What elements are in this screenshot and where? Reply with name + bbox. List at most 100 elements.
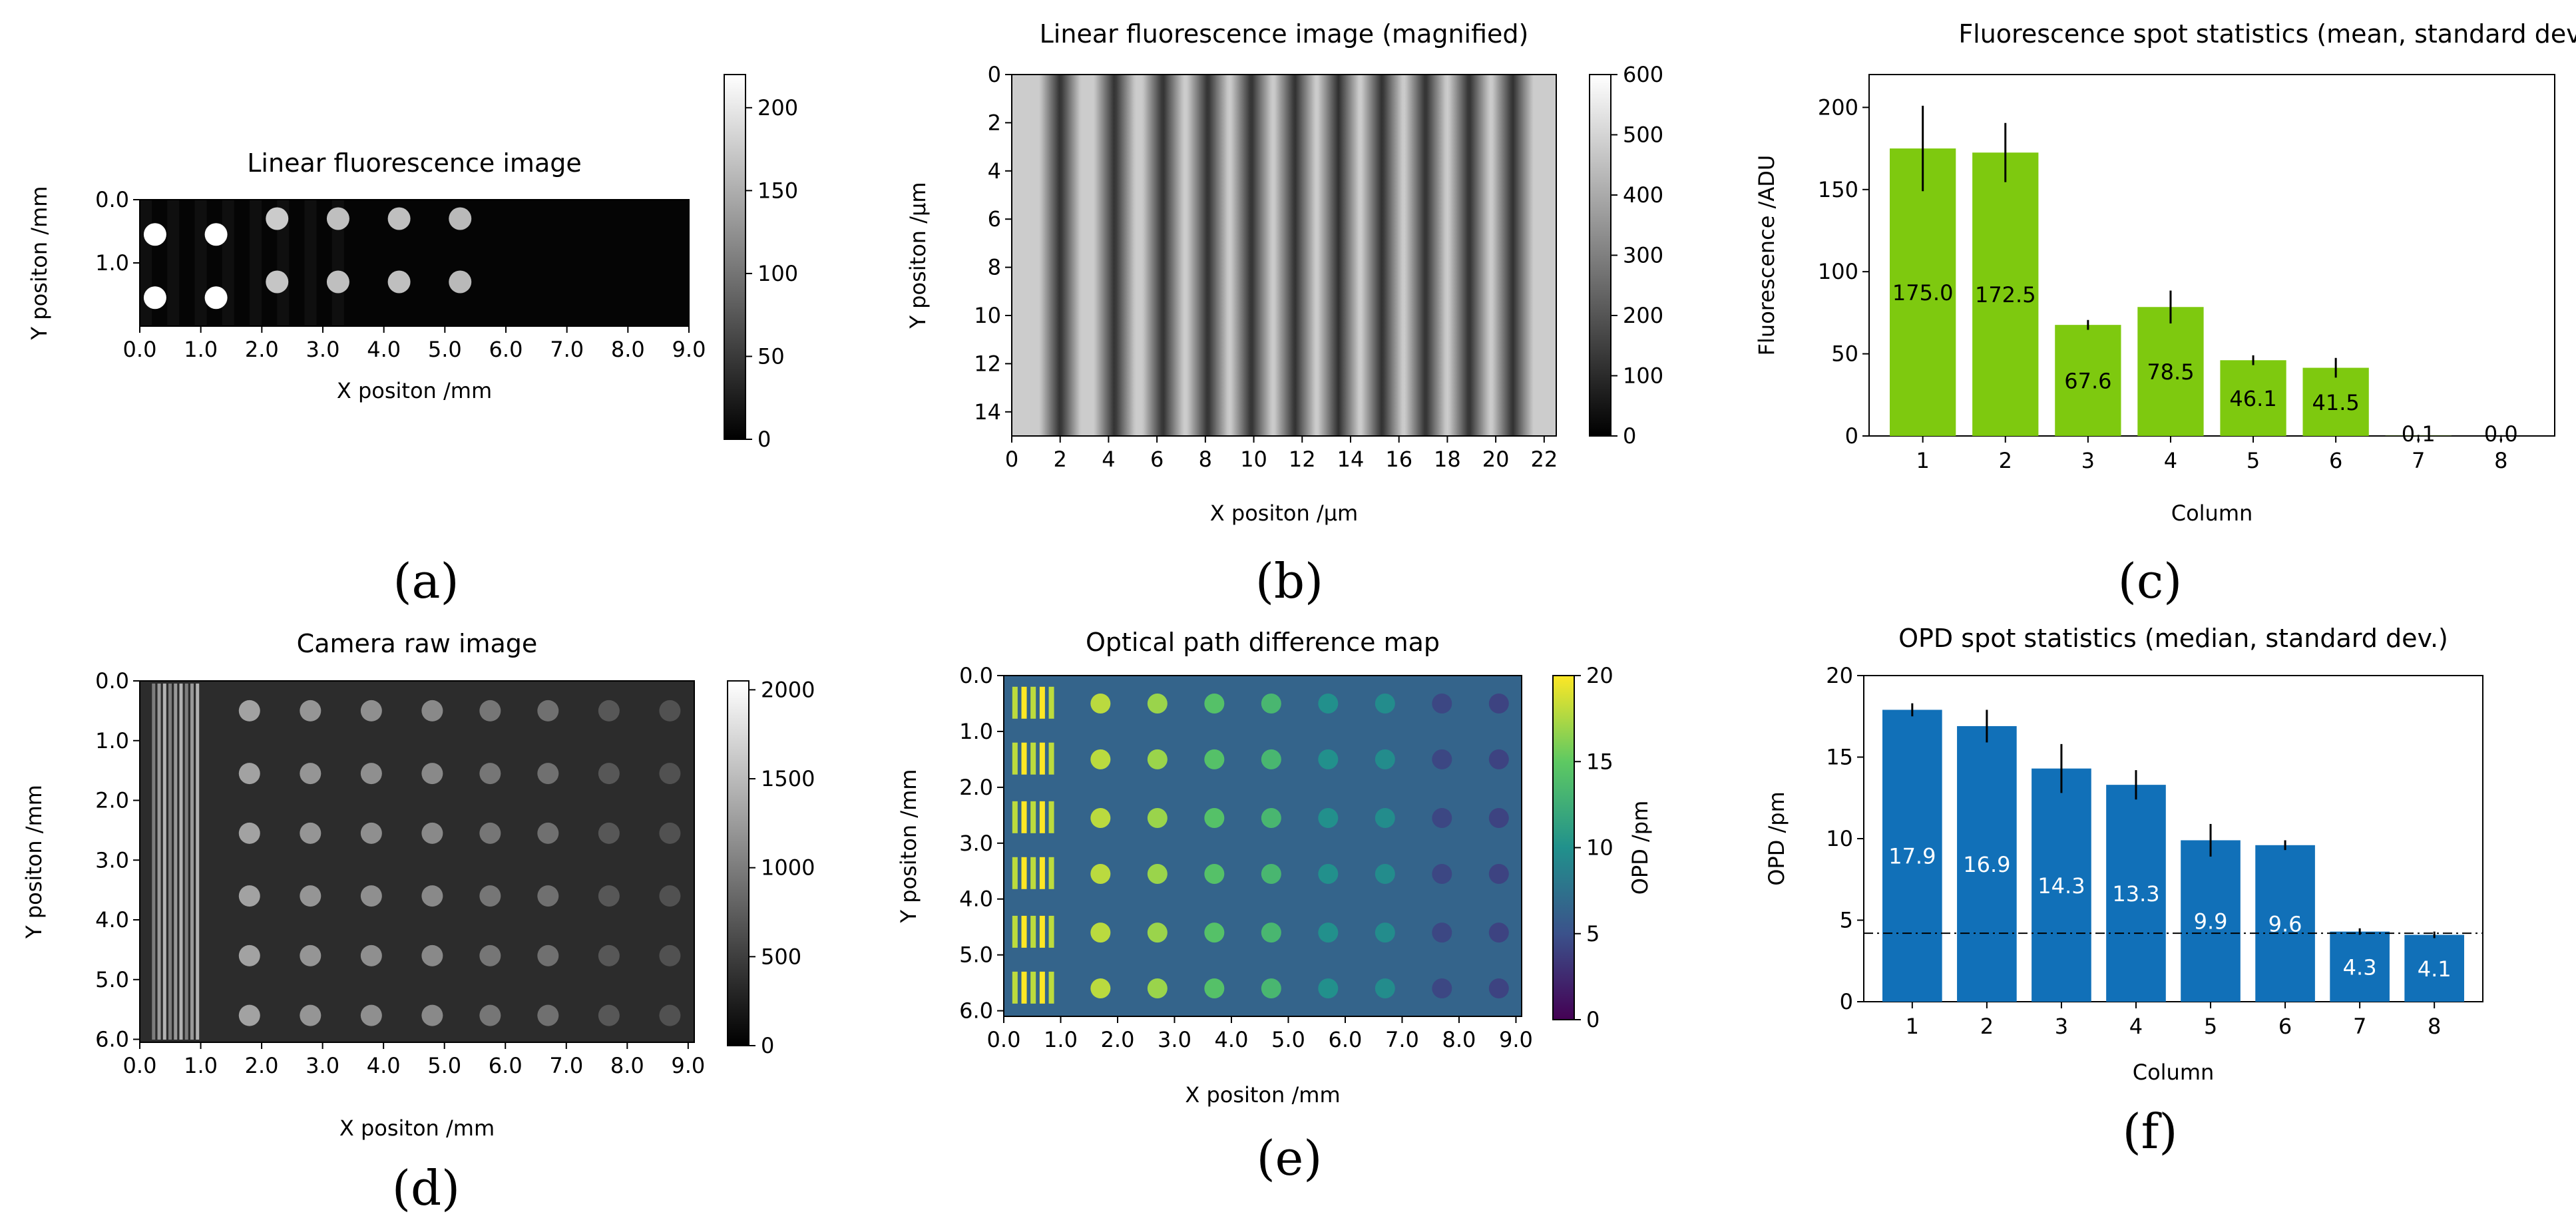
fluorescence-spot <box>204 286 228 309</box>
opd-spot <box>1147 978 1168 999</box>
opd-spot <box>1261 863 1281 884</box>
camera-spot <box>659 944 681 966</box>
x-tick-label: 2 <box>1980 1014 1994 1039</box>
calibration-stripe <box>1012 915 1018 948</box>
chart-title: Linear fluorescence image (magnified) <box>1040 19 1529 49</box>
x-tick-label: 0.0 <box>123 1053 157 1078</box>
opd-spot <box>1488 923 1509 943</box>
opd-spot <box>1261 923 1281 943</box>
y-tick-label: 0 <box>988 62 1001 87</box>
y-tick-label: 4.0 <box>959 887 993 912</box>
calibration-stripe <box>1030 857 1036 889</box>
x-tick-label: 6.0 <box>489 337 523 362</box>
camera-spot <box>360 763 382 785</box>
chart-title: Camera raw image <box>297 629 538 658</box>
colorbar-tick-label: 500 <box>1623 122 1663 148</box>
calibration-stripe <box>174 684 178 1040</box>
y-tick-label: 2 <box>988 110 1001 135</box>
x-tick-label: 5.0 <box>427 1053 461 1078</box>
colorbar-tick-label: 0 <box>1586 1007 1600 1032</box>
opd-spot <box>1090 808 1111 829</box>
x-tick-label: 1 <box>1906 1014 1919 1039</box>
colorbar-tick-label: 300 <box>1623 243 1663 268</box>
y-tick-label: 50 <box>1831 341 1858 367</box>
camera-spot <box>421 1004 443 1026</box>
bar-value-label: 4.1 <box>2418 956 2452 982</box>
calibration-stripe <box>1048 857 1054 889</box>
bar <box>2302 367 2369 436</box>
x-tick-label: 1 <box>1916 448 1929 473</box>
calibration-stripe <box>1021 971 1027 1004</box>
camera-spot <box>479 822 501 844</box>
x-tick-label: 6.0 <box>1329 1027 1363 1052</box>
camera-spot <box>598 885 620 907</box>
calibration-stripe <box>1048 801 1054 833</box>
y-tick-label: 14 <box>974 399 1001 425</box>
x-tick-label: 8.0 <box>1442 1027 1476 1052</box>
x-tick-label: 2.0 <box>245 337 279 362</box>
magnified-image <box>1012 75 1556 436</box>
image-texture <box>222 200 234 326</box>
image-background <box>140 681 694 1042</box>
opd-spot <box>1375 863 1395 884</box>
camera-spot <box>360 885 382 907</box>
y-tick-label: 1.0 <box>959 719 993 744</box>
opd-spot <box>1375 749 1395 769</box>
y-tick-label: 6 <box>988 206 1001 232</box>
bar <box>2106 785 2166 1002</box>
x-tick-label: 22 <box>1530 447 1558 472</box>
colorbar-tick-label: 500 <box>761 944 801 969</box>
opd-spot <box>1090 863 1111 884</box>
fluorescence-spot <box>326 270 349 294</box>
panel-label-a: (a) <box>393 553 459 609</box>
calibration-stripe <box>196 684 200 1040</box>
opd-background <box>1004 676 1522 1016</box>
camera-spot <box>300 700 322 721</box>
y-tick-label: 4 <box>988 158 1001 184</box>
y-tick-label: 100 <box>1818 259 1858 284</box>
bar-value-label: 0.0 <box>2484 421 2518 447</box>
calibration-stripe <box>1012 971 1018 1004</box>
opd-spot <box>1090 693 1111 714</box>
image-texture <box>277 200 290 326</box>
x-tick-label: 3.0 <box>1158 1027 1191 1052</box>
y-tick-label: 3.0 <box>95 847 129 873</box>
bar <box>1890 148 1956 436</box>
y-tick-label: 0.0 <box>95 187 129 212</box>
camera-spot <box>659 885 681 907</box>
camera-spot <box>421 885 443 907</box>
y-tick-label: 0.0 <box>95 668 129 694</box>
y-tick-label: 4.0 <box>95 907 129 932</box>
chart-title: Fluorescence spot statistics (mean, stan… <box>1958 19 2576 49</box>
fluorescence-spot <box>266 270 289 294</box>
camera-spot <box>300 1004 322 1026</box>
panel-label-c: (c) <box>2118 553 2183 609</box>
bar-value-label: 4.3 <box>2343 954 2377 980</box>
y-tick-label: 2.0 <box>95 788 129 813</box>
camera-spot <box>659 1004 681 1026</box>
y-tick-label: 20 <box>1826 663 1853 688</box>
x-tick-label: 9.0 <box>671 1053 705 1078</box>
colorbar-tick-label: 100 <box>1623 363 1663 389</box>
opd-spot <box>1204 978 1225 999</box>
camera-spot <box>598 700 620 721</box>
y-axis-label: Y positon /mm <box>27 186 52 341</box>
x-tick-label: 2.0 <box>245 1053 279 1078</box>
camera-spot <box>479 763 501 785</box>
opd-spot <box>1432 863 1452 884</box>
camera-spot <box>238 763 260 785</box>
x-tick-label: 8 <box>2494 448 2507 473</box>
y-tick-label: 3.0 <box>959 831 993 856</box>
bar <box>2032 768 2091 1002</box>
camera-spot <box>479 700 501 721</box>
x-tick-label: 14 <box>1337 447 1365 472</box>
calibration-stripe <box>1021 915 1027 948</box>
x-tick-label: 3.0 <box>306 1053 339 1078</box>
colorbar-tick-label: 10 <box>1586 835 1613 861</box>
fluorescence-spot <box>266 207 289 230</box>
chart-title: OPD spot statistics (median, standard de… <box>1898 624 2448 653</box>
calibration-stripe <box>1048 686 1054 719</box>
y-tick-label: 10 <box>974 303 1001 328</box>
bar <box>1957 725 2017 1002</box>
colorbar-tick-label: 50 <box>757 343 785 369</box>
